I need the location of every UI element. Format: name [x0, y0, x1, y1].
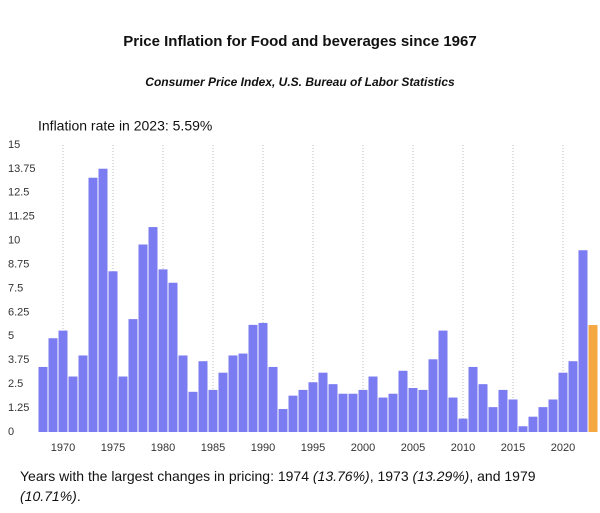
- bar: [108, 271, 118, 432]
- bar: [178, 355, 188, 432]
- chart: Price Inflation for Food and beverages s…: [8, 33, 598, 454]
- bar: [398, 370, 408, 432]
- bar: [528, 416, 538, 432]
- bar: [208, 389, 218, 432]
- y-tick-label: 0: [8, 426, 14, 438]
- x-tick-label: 2020: [551, 442, 575, 454]
- bar: [58, 330, 68, 432]
- footer-text: Years with the largest changes in pricin…: [20, 468, 313, 484]
- y-tick-label: 7.5: [8, 282, 23, 294]
- footer-text: (13.29%): [412, 468, 470, 484]
- footer-text: .: [76, 488, 81, 504]
- bar: [38, 366, 48, 432]
- bar: [338, 393, 348, 432]
- bar: [288, 395, 298, 432]
- bar: [68, 376, 78, 432]
- footer-text: (10.71%): [20, 488, 77, 504]
- annotation: Inflation rate in 2023: 5.59%: [38, 118, 212, 134]
- bar: [408, 387, 418, 432]
- x-tick-label: 1980: [151, 442, 175, 454]
- y-tick-label: 2.5: [8, 378, 23, 390]
- bar: [148, 227, 158, 432]
- bar: [438, 330, 448, 432]
- y-tick-label: 5: [8, 330, 14, 342]
- bar: [558, 372, 568, 432]
- bar: [588, 325, 598, 432]
- bar: [538, 407, 548, 432]
- bar: [508, 399, 518, 432]
- y-tick-label: 3.75: [8, 354, 29, 366]
- y-tick-label: 8.75: [8, 258, 29, 270]
- bar: [378, 397, 388, 432]
- x-tick-label: 2000: [351, 442, 375, 454]
- bar: [488, 407, 498, 432]
- bar: [228, 355, 238, 432]
- x-tick-label: 1970: [51, 442, 75, 454]
- bar: [358, 389, 368, 432]
- y-tick-label: 15: [8, 139, 20, 151]
- bar: [168, 282, 178, 432]
- y-tick-label: 1.25: [8, 402, 29, 414]
- bar: [478, 384, 488, 432]
- bar: [498, 389, 508, 432]
- bar: [428, 359, 438, 432]
- x-tick-label: 1990: [251, 442, 275, 454]
- y-tick-label: 10: [8, 235, 20, 247]
- bar: [128, 319, 138, 432]
- footer-text: (13.76%): [312, 468, 370, 484]
- bar: [88, 177, 98, 432]
- bar: [518, 426, 528, 432]
- bar: [258, 322, 268, 432]
- bar: [568, 361, 578, 432]
- bar: [138, 244, 148, 432]
- x-tick-label: 2015: [501, 442, 525, 454]
- bar: [48, 338, 58, 432]
- bar: [78, 355, 88, 432]
- bar: [118, 376, 128, 432]
- x-tick-label: 2005: [401, 442, 425, 454]
- bar: [418, 389, 428, 432]
- y-tick-label: 12.5: [8, 187, 29, 199]
- y-tick-label: 13.75: [8, 163, 36, 175]
- bar: [298, 389, 308, 432]
- bar: [158, 269, 168, 432]
- bar: [468, 366, 478, 432]
- bar: [328, 384, 338, 432]
- bar: [388, 393, 398, 432]
- bar: [198, 361, 208, 432]
- x-tick-label: 1995: [301, 442, 325, 454]
- x-tick-label: 2010: [451, 442, 475, 454]
- footer-text: , and 1979: [469, 468, 540, 484]
- bar: [98, 168, 108, 432]
- bar: [348, 393, 358, 432]
- bar: [218, 372, 228, 432]
- bar: [578, 250, 588, 432]
- y-tick-label: 11.25: [8, 211, 35, 223]
- bar: [248, 324, 258, 432]
- bar: [278, 409, 288, 432]
- bar: [268, 366, 278, 432]
- bar: [188, 391, 198, 432]
- footer: Years with the largest changes in pricin…: [20, 466, 590, 506]
- bar: [448, 397, 458, 432]
- x-tick-label: 1975: [101, 442, 125, 454]
- y-tick-label: 6.25: [8, 306, 29, 318]
- bar: [308, 382, 318, 432]
- bar: [548, 399, 558, 432]
- footer-text: , 1973: [369, 468, 413, 484]
- bar: [458, 418, 468, 432]
- chart-title: Price Inflation for Food and beverages s…: [123, 33, 476, 50]
- bar: [318, 372, 328, 432]
- bar: [238, 353, 248, 432]
- x-tick-label: 1985: [201, 442, 225, 454]
- bar: [368, 376, 378, 432]
- chart-subtitle: Consumer Price Index, U.S. Bureau of Lab…: [145, 75, 455, 89]
